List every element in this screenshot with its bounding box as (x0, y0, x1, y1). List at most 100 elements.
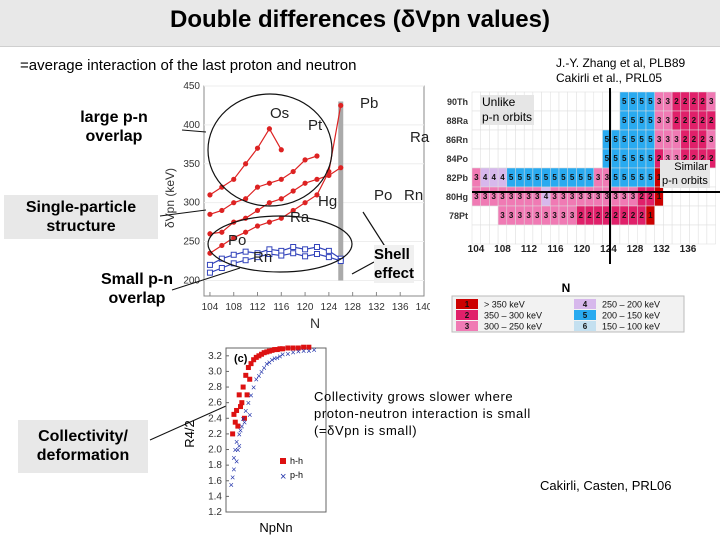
unlike-line-2: p-n orbits (482, 110, 533, 124)
r42-point-ph: × (262, 363, 267, 373)
heatmap-cell-value: 2 (613, 211, 618, 220)
heatmap-cell (541, 224, 551, 245)
heatmap-cell (689, 224, 699, 245)
heatmap-cell (532, 110, 542, 131)
heatmap-row-label-group: 90Th 88Ra 86Rn 84Po 82Pb 80Hg 78Pt (446, 97, 469, 221)
heatmap-row-label: 86Rn (446, 135, 468, 145)
heatmap-cell-value: 3 (509, 192, 514, 201)
r42-point-ph: × (229, 480, 234, 490)
heatmap-legend-key: 4 (583, 300, 588, 309)
heatmap-cell (689, 205, 699, 226)
heatmap-cell (689, 186, 699, 207)
heatmap-cell-value: 4 (544, 192, 549, 201)
heatmap-cell (480, 224, 490, 245)
heatmap-cell-value: 2 (674, 116, 679, 125)
shell-effect-label: Shell effect (374, 245, 415, 283)
r42-point-ph: × (248, 390, 253, 400)
heatmap-cell-value: 2 (692, 116, 697, 125)
heatmap-cell (506, 129, 516, 150)
heatmap-cell (489, 148, 499, 169)
heatmap-cell-value: 3 (535, 211, 540, 220)
heatmap-cell-value: 5 (622, 173, 627, 182)
dvpn-y-tick-label: 450 (183, 81, 200, 92)
dvpn-point (243, 161, 249, 167)
dvpn-point (243, 229, 249, 235)
reference-top: J.-Y. Zhang et al, PLB89 Cakirli et al.,… (556, 56, 685, 86)
heatmap-cell-value: 5 (622, 154, 627, 163)
r42-point-ph: × (269, 355, 274, 365)
heatmap-cell-value: 5 (544, 173, 549, 182)
heatmap-cell-value: 2 (657, 154, 662, 163)
heatmap-legend-range: > 350 keV (484, 300, 525, 310)
heatmap-cell (480, 205, 490, 226)
title-bar (0, 0, 720, 47)
heatmap-x-tick-label: 112 (521, 244, 538, 255)
heatmap-cell-value: 2 (639, 211, 644, 220)
dvpn-x-tick-label: 136 (392, 302, 409, 313)
dvpn-point (314, 153, 320, 159)
heatmap-legend-key: 3 (465, 322, 470, 331)
dvpn-x-axis-label: N (310, 315, 320, 331)
small-overlap-line-2: overlap (108, 290, 166, 307)
shell-line-1: Shell (374, 246, 410, 263)
heatmap-legend-swatch (574, 310, 596, 320)
dvpn-x-tick-label: 104 (202, 302, 219, 313)
single-particle-label: Single-particle structure (4, 195, 158, 239)
r42-legend-ph-label: p-h (290, 470, 303, 480)
heatmap-cell (654, 205, 664, 226)
r42-point-hh (290, 345, 296, 351)
dvpn-point (290, 250, 297, 257)
r42-y-tick-label: 1.2 (208, 507, 222, 518)
heatmap-cell-value: 5 (631, 97, 636, 106)
r42-point-ph: × (238, 426, 243, 436)
heatmap-cell (610, 91, 621, 112)
heatmap-x-tick-label: 104 (468, 244, 485, 255)
dvpn-label-pb: Pb (360, 95, 378, 112)
heatmap-cell (610, 224, 621, 245)
heatmap-cell (550, 129, 560, 150)
collectivity-note: Collectivity grows slower where proton-n… (314, 388, 531, 439)
dvpn-point (302, 157, 308, 163)
heatmap-cell (584, 129, 595, 150)
heatmap-cell-value: 3 (587, 192, 592, 201)
heatmap-x-tick-label: 108 (494, 244, 511, 255)
dvpn-y-axis-label: δVpn (keV) (163, 168, 177, 228)
dvpn-label-ra-top: Ra (410, 129, 430, 146)
heatmap-cell (480, 148, 490, 169)
r42-point-hh (230, 431, 236, 437)
r42-point-ph: × (272, 354, 277, 364)
heatmap-cell (576, 110, 586, 131)
heatmap-cell (515, 148, 525, 169)
heatmap-cell-value: 2 (639, 192, 644, 201)
r42-point-ph: × (243, 406, 248, 416)
heatmap-cell (697, 205, 708, 226)
heatmap-cell-value: 2 (709, 154, 714, 163)
heatmap-cell-value: 4 (483, 173, 488, 182)
r42-point-ph: × (254, 375, 259, 385)
r42-point-hh (245, 365, 251, 371)
r42-point-ph: × (233, 445, 238, 455)
heatmap-cell-value: 3 (526, 192, 531, 201)
r42-point-ph: × (230, 472, 235, 482)
heatmap-cell-value: 5 (552, 173, 557, 182)
dvpn-point (254, 207, 261, 214)
r42-point-ph: × (235, 445, 240, 455)
dvpn-point (290, 244, 297, 250)
dvpn-y-tick-label: 250 (183, 237, 200, 248)
heatmap-cell (515, 224, 525, 245)
heatmap-cell-value: 3 (561, 192, 566, 201)
heatmap-cell-value: 3 (579, 192, 584, 201)
dvpn-point (290, 207, 296, 214)
small-overlap-label: Small p-n overlap (92, 270, 182, 308)
slide-subtitle: =average interaction of the last proton … (20, 57, 357, 74)
heatmap-cell-value: 5 (605, 135, 610, 144)
r42-point-ph: × (285, 349, 290, 359)
heatmap-cell-value: 5 (561, 173, 566, 182)
heatmap-x-tick-group: 104 108 112 116 120 124 128 132 136 (468, 244, 697, 255)
r42-point-ph: × (311, 345, 316, 355)
dvpn-point (314, 176, 320, 182)
r42-point-ph: × (237, 441, 242, 451)
heatmap-cell (471, 205, 481, 226)
heatmap-cell-value: 5 (622, 97, 627, 106)
slide-title: Double differences (δVpn values) (170, 6, 550, 33)
